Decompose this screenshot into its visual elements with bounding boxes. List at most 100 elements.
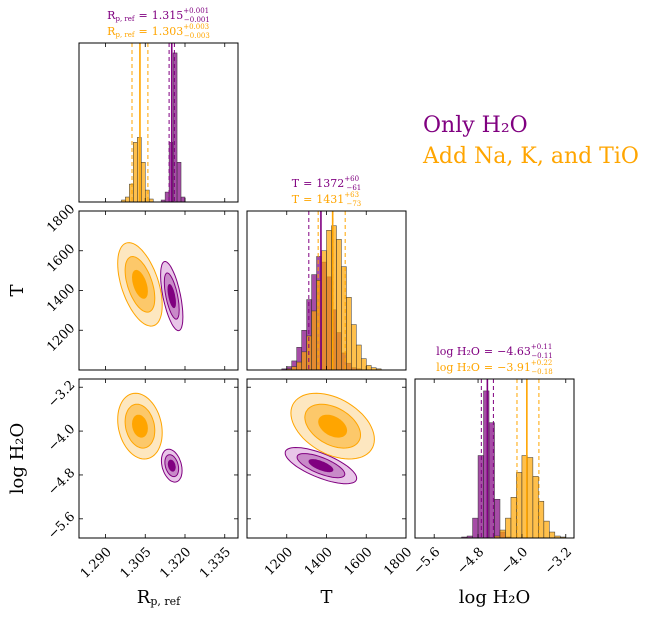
- x-tick-label: 1800: [381, 545, 415, 579]
- stat-symbol-sub: p, ref: [115, 15, 135, 23]
- histogram-bar: [129, 183, 134, 203]
- stat-median: 1431: [316, 193, 344, 206]
- axis-symbol: T: [320, 587, 332, 608]
- histogram-bar: [125, 196, 130, 203]
- axis-symbol: T: [7, 284, 28, 296]
- stat-upper: +0.001: [183, 7, 209, 15]
- x-tick-label: 1200: [262, 545, 296, 579]
- y-axis-label: log H₂O: [7, 423, 28, 495]
- contour: [318, 414, 348, 438]
- contour: [167, 283, 177, 309]
- y-tick-label: −3.2: [45, 378, 78, 411]
- y-axis-label: T: [7, 284, 28, 296]
- stat-median: 1.315: [152, 9, 184, 22]
- stat-upper: +0.003: [183, 23, 209, 31]
- stat-lower: −0.001: [184, 16, 210, 24]
- y-tick-label: −4.8: [45, 466, 78, 499]
- histogram-bar: [164, 191, 170, 203]
- y-tick-label: −5.6: [45, 510, 78, 543]
- x-tick-label: 1400: [302, 545, 336, 579]
- stat-symbol: log H₂O: [436, 345, 480, 358]
- x-tick-label: −3.2: [542, 545, 575, 578]
- panel-frame: [78, 42, 239, 203]
- stat-title: log H₂O = −3.91+0.22 −0.18: [436, 359, 553, 376]
- y-tick-label: −4.0: [45, 422, 78, 455]
- x-tick-label: −5.6: [411, 545, 444, 578]
- y-tick-label: 1400: [44, 281, 78, 315]
- stat-equals: =: [138, 9, 147, 22]
- histogram-bar: [527, 457, 534, 539]
- stat-lower: −0.18: [531, 368, 552, 376]
- stat-symbol-sub: p, ref: [115, 31, 135, 39]
- axis-symbol: log H₂O: [7, 423, 28, 495]
- y-tick-label: 1800: [44, 202, 78, 236]
- histogram-bar: [361, 358, 367, 371]
- stat-lower: −0.11: [531, 352, 552, 360]
- histogram-bar: [172, 52, 178, 203]
- histogram-bar: [532, 476, 539, 539]
- histogram-bar: [356, 344, 362, 371]
- stat-title: log H₂O = −4.63+0.11 −0.11: [436, 343, 553, 360]
- stat-lower: −0.003: [184, 32, 210, 40]
- panel-frame: [414, 378, 575, 539]
- x-axis-label: Rp, ref: [137, 587, 181, 608]
- histogram-bar: [549, 531, 556, 539]
- histogram-bar: [296, 361, 302, 371]
- histogram-bar: [141, 162, 146, 203]
- histogram-bar: [494, 498, 501, 539]
- stat-median: −3.91: [497, 361, 531, 374]
- axis-symbol: log H₂O: [459, 587, 531, 608]
- stat-upper: +0.22: [531, 359, 552, 367]
- contour: [167, 459, 176, 472]
- x-tick-label: 1.305: [118, 545, 155, 582]
- x-tick-label: 1.335: [197, 545, 234, 582]
- histogram-bar: [145, 189, 150, 203]
- stat-equals: =: [484, 361, 493, 374]
- stat-lower: −73: [346, 200, 361, 208]
- legend-entry: Add Na, K, and TiO: [422, 144, 639, 169]
- x-tick-label: −4.0: [498, 545, 531, 578]
- contour: [131, 414, 148, 438]
- stat-equals: =: [138, 25, 147, 38]
- stat-median: 1.303: [152, 25, 184, 38]
- stat-symbol: T: [292, 193, 300, 206]
- stat-equals: =: [303, 193, 312, 206]
- stat-upper: +63: [344, 191, 359, 199]
- stat-median: 1372: [316, 177, 344, 190]
- histogram-bar: [346, 297, 352, 371]
- histogram-bar: [326, 230, 332, 371]
- x-axis-label: T: [320, 587, 332, 608]
- stat-title: T = 1372+60 −61: [292, 175, 362, 192]
- stat-upper: +60: [344, 175, 359, 183]
- x-tick-label: −4.8: [454, 545, 487, 578]
- histogram-bar: [311, 310, 317, 371]
- x-tick-label: 1.290: [78, 545, 115, 582]
- histogram-bar: [351, 324, 357, 371]
- contour: [131, 269, 148, 299]
- histogram-bar: [291, 366, 297, 371]
- histogram-bar: [336, 239, 342, 371]
- stat-symbol: R: [107, 25, 116, 38]
- axis-symbol-sub: p, ref: [150, 595, 181, 608]
- contour: [308, 459, 334, 473]
- stat-title: T = 1431+63 −73: [292, 191, 362, 208]
- histogram-bar: [366, 365, 372, 371]
- stat-upper: +0.11: [531, 343, 552, 351]
- stat-title: Rp, ref = 1.315+0.001 −0.001: [107, 7, 210, 24]
- histogram-bar: [321, 250, 327, 371]
- stat-symbol: R: [107, 9, 116, 22]
- histogram-bar: [477, 455, 484, 539]
- histogram-bar: [180, 196, 186, 203]
- histogram-bar: [176, 162, 182, 203]
- x-axis-label: log H₂O: [459, 587, 531, 608]
- axis-symbol: R: [137, 587, 151, 608]
- stat-symbol: T: [292, 177, 300, 190]
- histogram-bar: [505, 517, 512, 539]
- histogram-bar: [483, 390, 490, 539]
- x-tick-label: 1600: [342, 545, 376, 579]
- stat-equals: =: [303, 177, 312, 190]
- histogram-bar: [543, 520, 550, 539]
- histogram-bar: [301, 351, 307, 371]
- stat-symbol: log H₂O: [436, 361, 480, 374]
